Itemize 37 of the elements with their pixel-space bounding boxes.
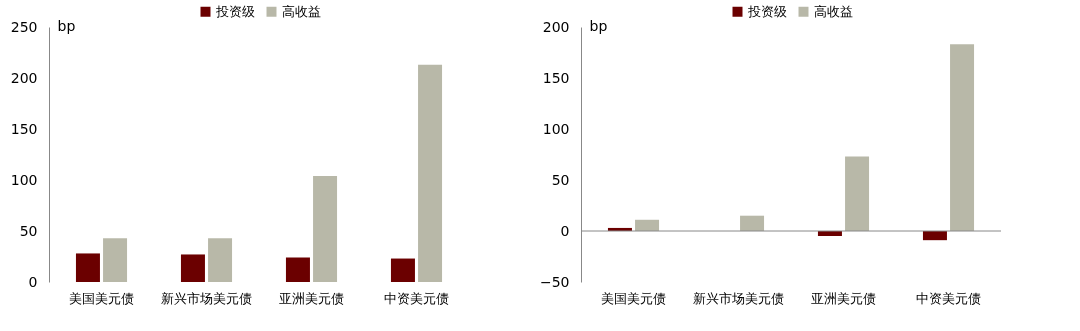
legend-label: 高收益 bbox=[282, 3, 321, 19]
bar bbox=[950, 44, 975, 231]
bar bbox=[845, 156, 870, 231]
x-tick-label: 中资美元债 bbox=[916, 290, 981, 306]
x-tick-label: 亚洲美元债 bbox=[279, 290, 344, 306]
x-tick-label: 新兴市场美元债 bbox=[693, 290, 784, 306]
x-tick-label: 中资美元债 bbox=[384, 290, 449, 306]
bar bbox=[313, 175, 338, 282]
bar bbox=[75, 253, 100, 282]
legend-label: 投资级 bbox=[747, 3, 787, 19]
y-tick-label: 200 bbox=[542, 18, 570, 35]
y-tick-label: 0 bbox=[560, 222, 570, 239]
bar bbox=[103, 238, 128, 282]
y-tick-label: 50 bbox=[19, 222, 38, 239]
y-tick-label: 100 bbox=[10, 171, 38, 188]
y-tick-label: 150 bbox=[542, 69, 570, 86]
bar bbox=[390, 258, 415, 282]
x-tick-label: 美国美元债 bbox=[601, 290, 666, 306]
y-tick-label: 50 bbox=[551, 171, 570, 188]
y-axis-title: bp bbox=[589, 17, 608, 34]
bar bbox=[208, 238, 233, 282]
y-tick-label: 250 bbox=[10, 18, 38, 35]
y-tick-label: 0 bbox=[28, 273, 38, 290]
bar bbox=[285, 257, 310, 282]
bar bbox=[418, 64, 443, 282]
bar bbox=[740, 215, 765, 231]
x-tick-label: 美国美元债 bbox=[69, 290, 134, 306]
y-tick-label: 100 bbox=[542, 120, 570, 137]
y-tick-label: −50 bbox=[539, 273, 570, 290]
y-axis-title: bp bbox=[57, 17, 76, 34]
x-tick-label: 新兴市场美元债 bbox=[161, 290, 252, 306]
legend-label: 投资级 bbox=[215, 3, 255, 19]
bar bbox=[180, 254, 205, 282]
x-tick-label: 亚洲美元债 bbox=[811, 290, 876, 306]
y-tick-label: 200 bbox=[10, 69, 38, 86]
legend-label: 高收益 bbox=[814, 3, 853, 19]
y-tick-label: 150 bbox=[10, 120, 38, 137]
